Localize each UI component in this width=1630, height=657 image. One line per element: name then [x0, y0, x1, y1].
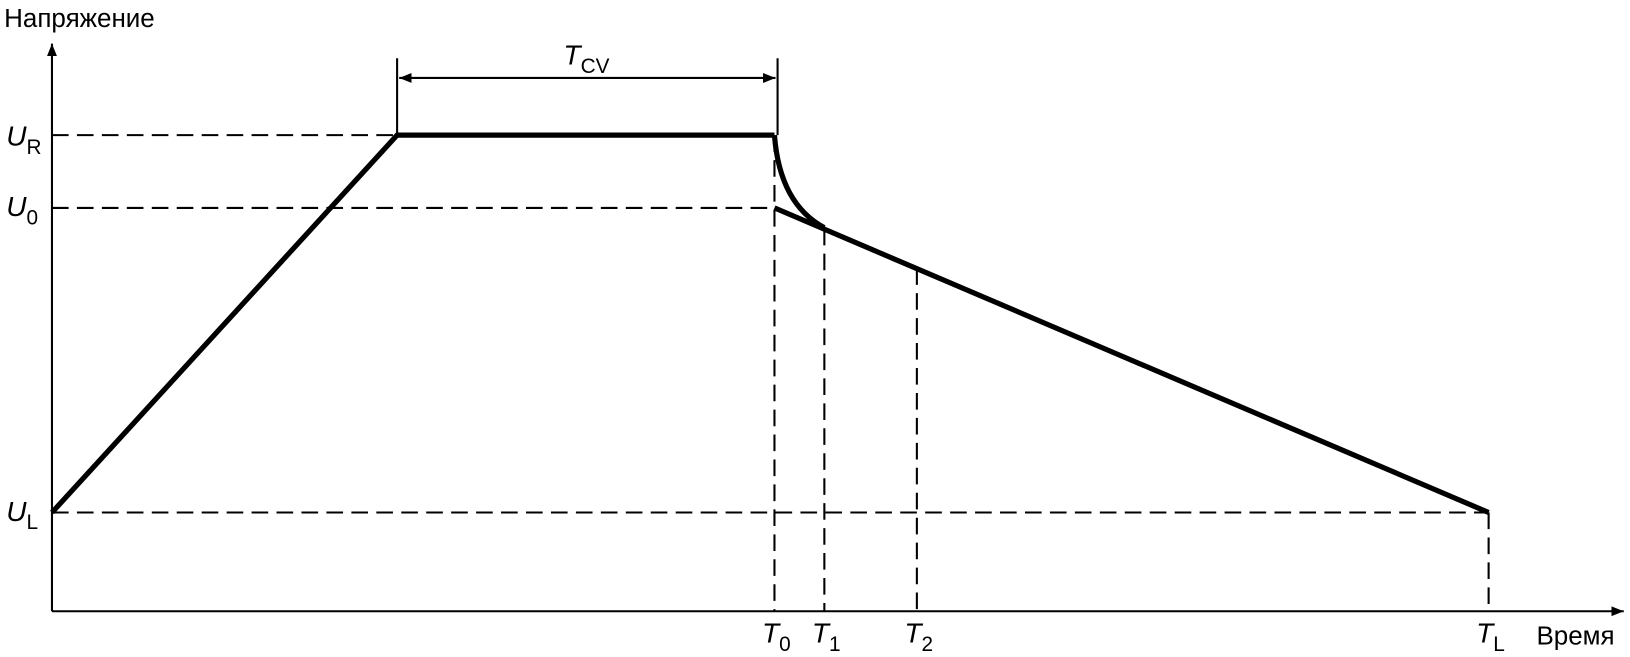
symbol: T — [762, 617, 781, 648]
voltage-label: U0 — [6, 191, 38, 229]
subscript: 1 — [829, 633, 841, 656]
relaxation-curve — [771, 134, 826, 230]
symbol: U — [6, 121, 27, 152]
y-axis-label: Напряжение — [4, 3, 155, 33]
subscript: CV — [581, 55, 610, 78]
subscript: R — [27, 136, 42, 159]
voltage-label: UR — [6, 121, 41, 159]
time-label: T0 — [762, 617, 791, 655]
subscript: 2 — [922, 633, 934, 656]
time-label: T1 — [812, 617, 841, 655]
time-label: TL — [1476, 617, 1505, 655]
symbol: T — [812, 617, 831, 648]
subscript: L — [27, 511, 39, 534]
symbol: T — [904, 617, 923, 648]
symbol: T — [1476, 617, 1495, 648]
subscript: 0 — [779, 633, 791, 656]
subscript: L — [1493, 633, 1505, 656]
discharge-line — [773, 205, 1490, 515]
symbol: U — [6, 496, 27, 527]
x-axis-label: Время — [1536, 621, 1614, 651]
time-label: T2 — [904, 617, 933, 655]
symbol: T — [563, 39, 582, 70]
charge-curve — [50, 132, 775, 515]
voltage-label: UL — [6, 496, 38, 534]
interval-label: TCV — [563, 39, 609, 77]
subscript: 0 — [27, 207, 39, 230]
symbol: U — [6, 191, 27, 222]
